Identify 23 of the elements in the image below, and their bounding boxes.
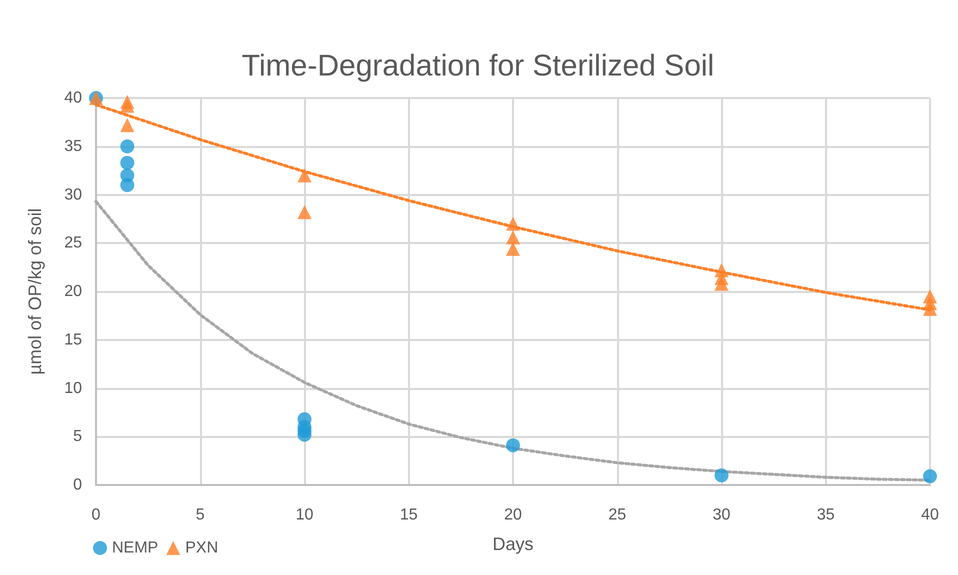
legend-label: NEMP bbox=[112, 540, 158, 556]
x-tick-label: 10 bbox=[296, 506, 314, 524]
chart-title: Time-Degradation for Sterilized Soil bbox=[242, 50, 714, 82]
x-tick-label: 5 bbox=[196, 506, 205, 524]
y-tick-label: 10 bbox=[64, 380, 82, 397]
x-tick-label: 35 bbox=[816, 506, 835, 524]
x-axis-title: Days bbox=[492, 534, 534, 554]
y-tick-label: 35 bbox=[64, 138, 82, 155]
x-tick-label: 30 bbox=[712, 506, 730, 524]
x-tick-label: 15 bbox=[400, 506, 418, 524]
x-tick-label: 40 bbox=[921, 506, 939, 524]
y-tick-label: 40 bbox=[64, 90, 82, 106]
y-tick-label: 15 bbox=[64, 331, 82, 348]
y-tick-label: 5 bbox=[73, 428, 82, 446]
y-tick-label: 0 bbox=[73, 476, 82, 494]
y-tick-label: 30 bbox=[64, 186, 82, 204]
x-tick-label: 20 bbox=[504, 506, 522, 524]
y-axis-title: µmol of OP/kg of soil bbox=[25, 208, 45, 375]
legend-label: PXN bbox=[185, 540, 218, 556]
x-tick-label: 0 bbox=[92, 506, 101, 524]
y-tick-label: 25 bbox=[64, 234, 82, 252]
x-tick-label: 25 bbox=[608, 506, 626, 524]
y-tick-label: 20 bbox=[64, 283, 82, 300]
